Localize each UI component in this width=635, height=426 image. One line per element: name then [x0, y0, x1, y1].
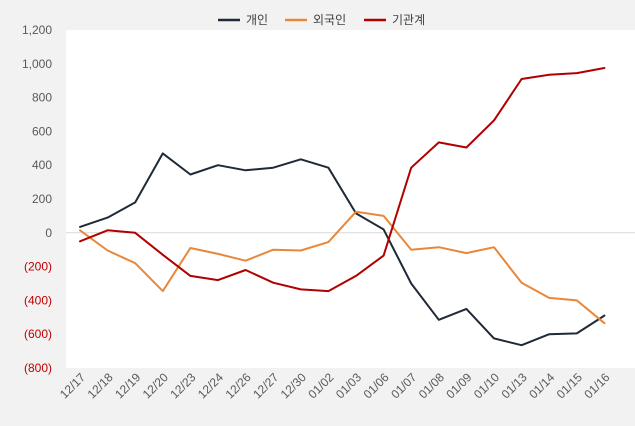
x-tick-label: 01/09	[443, 370, 474, 401]
legend-label-individual: 개인	[246, 13, 268, 27]
y-axis: 1,200 1,000 800 600 400 200 0 (200) (400) (600) (8…	[22, 23, 52, 375]
plot-area	[66, 30, 635, 368]
y-tick-label: 1,000	[22, 57, 52, 71]
y-tick-label: (600)	[24, 327, 52, 341]
legend-item-institution: 기관계	[364, 13, 425, 27]
y-tick-label: 0	[45, 226, 52, 240]
x-tick-label: 12/18	[85, 370, 116, 401]
y-tick-label: 1,200	[22, 23, 52, 37]
series-layer	[79, 67, 606, 347]
x-tick-label: 01/15	[554, 370, 585, 401]
x-axis: 12/1712/1812/1912/2012/2312/2412/2612/27…	[57, 370, 613, 401]
x-tick-label: 12/30	[278, 370, 309, 401]
x-tick-label: 12/23	[167, 370, 198, 401]
legend-label-foreign: 외국인	[313, 13, 346, 27]
legend-label-institution: 기관계	[392, 13, 425, 27]
x-tick-label: 12/17	[57, 370, 88, 401]
legend-item-foreign: 외국인	[285, 13, 346, 27]
x-tick-label: 01/02	[305, 370, 336, 401]
x-tick-label: 12/26	[223, 370, 254, 401]
series-line-institution	[79, 67, 606, 293]
y-tick-label: 200	[32, 192, 52, 206]
x-tick-label: 01/03	[333, 370, 364, 401]
y-tick-label: (400)	[24, 293, 52, 307]
y-tick-label: 400	[32, 158, 52, 172]
legend: 개인 외국인 기관계	[218, 13, 425, 27]
x-tick-label: 01/07	[388, 370, 419, 401]
y-tick-label: 600	[32, 124, 52, 138]
x-tick-label: 12/27	[250, 370, 281, 401]
x-tick-label: 01/08	[416, 370, 447, 401]
y-tick-label: 800	[32, 91, 52, 105]
x-tick-label: 12/20	[140, 370, 171, 401]
series-line-foreign	[79, 210, 606, 325]
x-tick-label: 01/16	[581, 370, 612, 401]
x-tick-label: 01/06	[361, 370, 392, 401]
x-tick-label: 12/19	[112, 370, 143, 401]
legend-item-individual: 개인	[218, 13, 268, 27]
y-tick-label: (800)	[24, 361, 52, 375]
y-tick-label: (200)	[24, 260, 52, 274]
x-tick-label: 01/10	[471, 370, 502, 401]
x-tick-label: 01/13	[499, 370, 530, 401]
x-tick-label: 01/14	[526, 370, 557, 401]
series-line-individual	[79, 152, 606, 347]
x-tick-label: 12/24	[195, 370, 226, 401]
